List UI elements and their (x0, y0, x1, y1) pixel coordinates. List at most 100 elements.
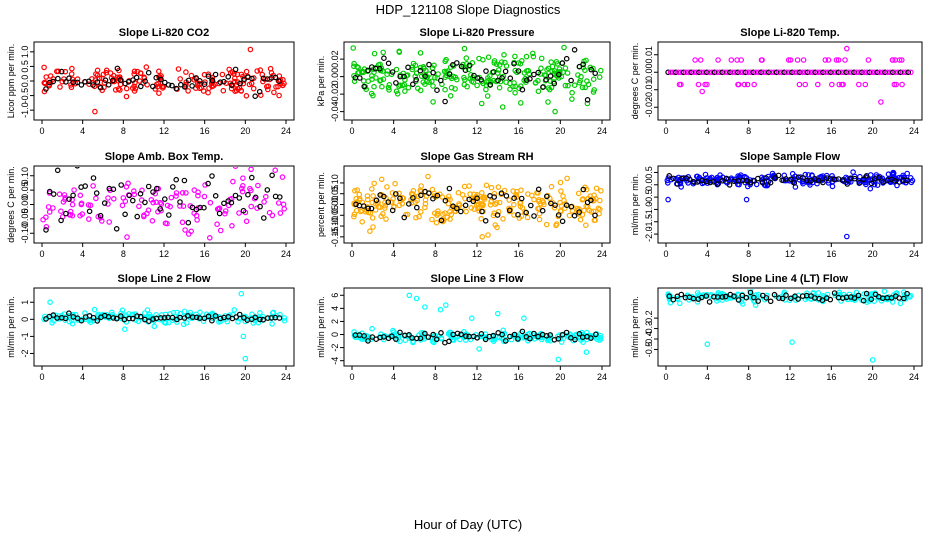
black-point (479, 208, 485, 215)
black-point (365, 205, 372, 212)
data-point (277, 210, 284, 216)
black-point (252, 93, 259, 100)
data-point (370, 193, 376, 199)
black-point (70, 192, 76, 199)
black-point (555, 71, 562, 78)
y-tick-label: -0.02 (644, 97, 654, 118)
data-point (410, 188, 417, 194)
black-point (78, 317, 85, 324)
data-point (255, 182, 261, 189)
data-point (535, 88, 542, 95)
black-point (478, 77, 485, 83)
black-point (50, 78, 57, 85)
data-point (709, 69, 715, 76)
data-point (238, 243, 242, 247)
y-tick-label: 0.10 (330, 174, 340, 192)
panel-title: Slope Li-820 Temp. (740, 27, 839, 39)
black-point (474, 195, 480, 202)
data-point (397, 338, 403, 345)
data-point (727, 69, 733, 76)
black-point (743, 177, 750, 184)
data-point (232, 167, 239, 169)
data-point (504, 336, 510, 343)
black-point (74, 167, 80, 169)
black-point (145, 69, 152, 76)
data-point (443, 56, 449, 63)
black-point (381, 55, 387, 62)
data-points (351, 173, 604, 240)
black-point (666, 173, 673, 179)
black-point (82, 183, 89, 189)
y-axis-label: ml/min per min. (316, 296, 326, 358)
y-tick-label: -1.0 (20, 102, 30, 118)
black-point (767, 179, 774, 186)
black-point (827, 296, 834, 303)
black-point (446, 185, 453, 192)
y-tick-label: 0.0 (20, 75, 30, 88)
black-point (592, 331, 599, 338)
data-point (537, 200, 544, 207)
outlier-point (476, 346, 482, 352)
black-point (201, 81, 208, 88)
data-point (491, 190, 498, 197)
data-point (156, 68, 162, 75)
black-point (225, 74, 232, 80)
data-point (551, 205, 558, 211)
data-point (122, 198, 129, 205)
data-point (448, 211, 455, 218)
data-point (805, 172, 812, 178)
black-point (453, 205, 460, 212)
data-point (378, 176, 385, 183)
data-point (392, 180, 398, 187)
black-point (78, 82, 85, 88)
data-point (842, 57, 848, 63)
outlier-point (704, 341, 711, 348)
y-tick-label: -0.05 (330, 205, 340, 226)
data-point (528, 192, 535, 199)
black-point (268, 315, 275, 321)
black-point (236, 195, 243, 201)
outlier-point (843, 45, 850, 52)
black-point (209, 77, 216, 84)
black-point (788, 176, 794, 183)
black-point (232, 192, 239, 199)
data-point (815, 290, 822, 296)
black-point (102, 77, 109, 84)
black-point (483, 68, 489, 74)
data-point (264, 86, 271, 93)
black-point (173, 176, 180, 183)
black-point (249, 75, 255, 82)
data-point (862, 81, 869, 88)
black-point (426, 61, 432, 68)
data-point (796, 81, 803, 88)
x-tick-label: 12 (472, 126, 482, 136)
data-point (374, 200, 381, 207)
data-point (768, 69, 775, 76)
black-point (587, 197, 594, 204)
data-point (66, 318, 73, 325)
black-point (580, 61, 586, 68)
data-point (415, 193, 421, 200)
black-point (463, 333, 469, 339)
black-point (511, 60, 517, 67)
black-point (221, 78, 227, 85)
black-point (422, 73, 428, 80)
black-point (568, 203, 575, 210)
data-point (814, 81, 821, 88)
data-point (394, 91, 401, 97)
black-point (719, 294, 726, 300)
data-point (809, 172, 815, 178)
data-point (103, 69, 110, 76)
black-point (401, 73, 407, 80)
black-point (361, 83, 368, 90)
data-point (492, 222, 499, 228)
data-point (698, 69, 705, 76)
data-point (205, 89, 211, 96)
black-point (563, 55, 570, 62)
black-point (588, 66, 595, 73)
data-point (420, 64, 427, 70)
x-tick-label: 4 (705, 372, 710, 382)
data-point (417, 50, 424, 56)
data-point (179, 219, 186, 226)
outlier-point (583, 349, 590, 356)
